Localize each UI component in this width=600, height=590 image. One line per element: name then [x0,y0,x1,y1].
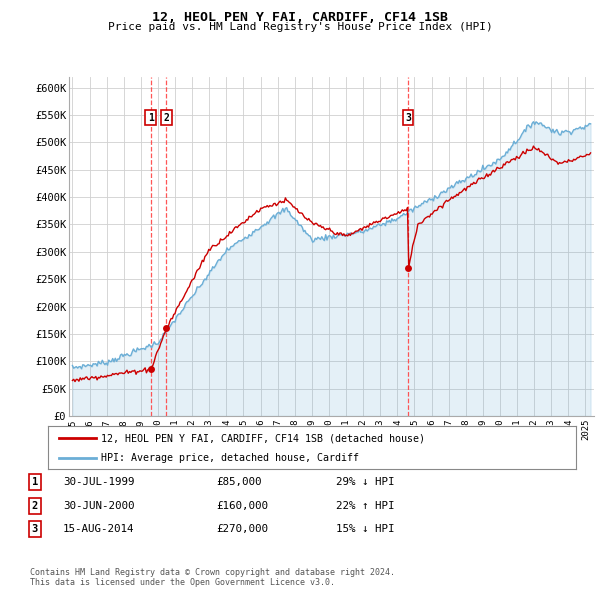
Text: Contains HM Land Registry data © Crown copyright and database right 2024.
This d: Contains HM Land Registry data © Crown c… [30,568,395,587]
Text: 29% ↓ HPI: 29% ↓ HPI [336,477,395,487]
Text: 3: 3 [405,113,411,123]
Text: 15% ↓ HPI: 15% ↓ HPI [336,525,395,534]
Text: 1: 1 [148,113,154,123]
Text: 22% ↑ HPI: 22% ↑ HPI [336,501,395,510]
Text: HPI: Average price, detached house, Cardiff: HPI: Average price, detached house, Card… [101,453,359,463]
Text: 15-AUG-2014: 15-AUG-2014 [63,525,134,534]
Text: £270,000: £270,000 [216,525,268,534]
Text: £85,000: £85,000 [216,477,262,487]
Text: Price paid vs. HM Land Registry's House Price Index (HPI): Price paid vs. HM Land Registry's House … [107,22,493,32]
Text: 2: 2 [32,501,38,510]
Text: 30-JUN-2000: 30-JUN-2000 [63,501,134,510]
Text: 12, HEOL PEN Y FAI, CARDIFF, CF14 1SB (detached house): 12, HEOL PEN Y FAI, CARDIFF, CF14 1SB (d… [101,433,425,443]
Text: 2: 2 [164,113,169,123]
Text: 12, HEOL PEN Y FAI, CARDIFF, CF14 1SB: 12, HEOL PEN Y FAI, CARDIFF, CF14 1SB [152,11,448,24]
Text: 1: 1 [32,477,38,487]
Text: 3: 3 [32,525,38,534]
Text: £160,000: £160,000 [216,501,268,510]
Text: 30-JUL-1999: 30-JUL-1999 [63,477,134,487]
